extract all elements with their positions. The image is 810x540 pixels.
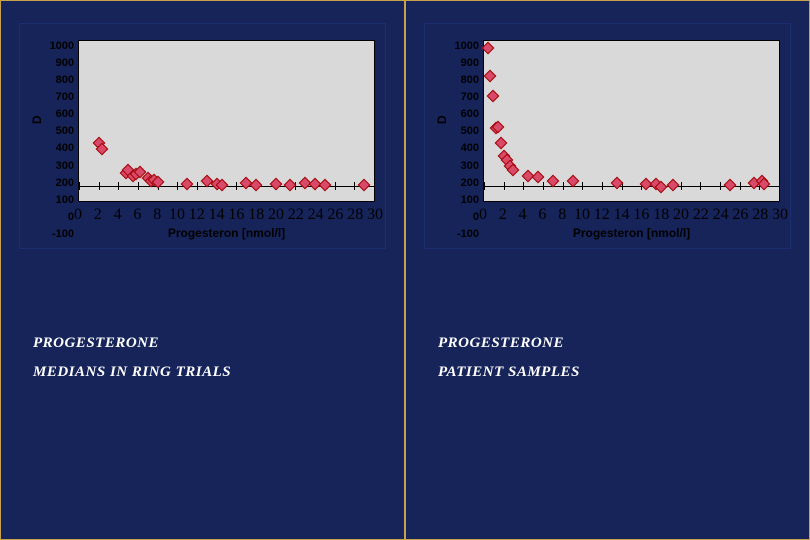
ytick-label: 300 bbox=[449, 160, 479, 172]
right-chart: D 10009008007006005004003002001000-100 0… bbox=[424, 23, 791, 249]
xtick-label: 22 bbox=[288, 206, 304, 224]
xtick-label: 8 bbox=[558, 206, 566, 224]
xtick-label: 2 bbox=[94, 206, 102, 224]
xtick-label: 14 bbox=[209, 206, 225, 224]
xtick-label: 2 bbox=[499, 206, 507, 224]
xtick-label: 6 bbox=[133, 206, 141, 224]
left-plot-area bbox=[78, 40, 375, 202]
left-yticks: 10009008007006005004003002001000-100 bbox=[44, 40, 78, 240]
ytick-label: 600 bbox=[449, 108, 479, 120]
xtick-label: 12 bbox=[189, 206, 205, 224]
ytick-label: -100 bbox=[44, 228, 74, 240]
left-xticks: 024681012141618202224262830 bbox=[78, 206, 375, 222]
ytick-label: 900 bbox=[449, 57, 479, 69]
xtick-label: 10 bbox=[574, 206, 590, 224]
caption-subtitle: MEDIANS IN RING TRIALS bbox=[33, 358, 386, 387]
right-panel: D 10009008007006005004003002001000-100 0… bbox=[405, 0, 810, 540]
xtick-label: 28 bbox=[752, 206, 768, 224]
ytick-label: 1000 bbox=[44, 40, 74, 52]
left-caption: PROGESTERONE MEDIANS IN RING TRIALS bbox=[19, 329, 386, 386]
right-yticks: 10009008007006005004003002001000-100 bbox=[449, 40, 483, 240]
data-point bbox=[494, 136, 507, 149]
xtick-label: 10 bbox=[169, 206, 185, 224]
xtick-label: 4 bbox=[519, 206, 527, 224]
right-xlabel: Progesteron [nmol/l] bbox=[483, 226, 780, 240]
xtick-label: 6 bbox=[538, 206, 546, 224]
ytick-label: 800 bbox=[449, 74, 479, 86]
right-caption: PROGESTERONE PATIENT SAMPLES bbox=[424, 329, 791, 386]
data-point bbox=[250, 179, 263, 192]
xtick-label: 16 bbox=[633, 206, 649, 224]
data-point bbox=[269, 178, 282, 191]
data-point bbox=[358, 178, 371, 191]
caption-subtitle: PATIENT SAMPLES bbox=[438, 358, 791, 387]
left-panel: D 10009008007006005004003002001000-100 0… bbox=[0, 0, 405, 540]
ytick-label: 200 bbox=[449, 177, 479, 189]
data-point bbox=[318, 179, 331, 192]
data-point bbox=[482, 42, 495, 55]
ytick-label: 1000 bbox=[449, 40, 479, 52]
xtick-label: 12 bbox=[594, 206, 610, 224]
data-point bbox=[532, 171, 545, 184]
ytick-label: 100 bbox=[44, 194, 74, 206]
xtick-label: 14 bbox=[614, 206, 630, 224]
ytick-label: 400 bbox=[44, 142, 74, 154]
xtick-label: 20 bbox=[673, 206, 689, 224]
left-xlabel: Progesteron [nmol/l] bbox=[78, 226, 375, 240]
caption-title: PROGESTERONE bbox=[33, 329, 386, 358]
ytick-label: 400 bbox=[449, 142, 479, 154]
data-point bbox=[723, 179, 736, 192]
xtick-label: 24 bbox=[713, 206, 729, 224]
data-point bbox=[181, 177, 194, 190]
xtick-label: 30 bbox=[367, 206, 383, 224]
ytick-label: 300 bbox=[44, 160, 74, 172]
caption-title: PROGESTERONE bbox=[438, 329, 791, 358]
right-ylabel: D bbox=[435, 40, 449, 240]
data-point bbox=[486, 90, 499, 103]
data-point bbox=[546, 174, 559, 187]
xtick-label: 16 bbox=[228, 206, 244, 224]
ytick-label: 700 bbox=[449, 91, 479, 103]
xtick-label: 26 bbox=[327, 206, 343, 224]
xtick-label: 30 bbox=[772, 206, 788, 224]
ytick-label: 800 bbox=[44, 74, 74, 86]
xtick-label: 24 bbox=[308, 206, 324, 224]
xtick-label: 4 bbox=[114, 206, 122, 224]
ytick-label: 200 bbox=[44, 177, 74, 189]
ytick-label: 700 bbox=[44, 91, 74, 103]
left-chart: D 10009008007006005004003002001000-100 0… bbox=[19, 23, 386, 249]
xtick-label: 28 bbox=[347, 206, 363, 224]
xtick-label: 18 bbox=[248, 206, 264, 224]
data-point bbox=[666, 178, 679, 191]
ytick-label: -100 bbox=[449, 228, 479, 240]
ytick-label: 500 bbox=[449, 125, 479, 137]
right-plot-area bbox=[483, 40, 780, 202]
ytick-label: 100 bbox=[449, 194, 479, 206]
xtick-label: 8 bbox=[153, 206, 161, 224]
xtick-label: 18 bbox=[653, 206, 669, 224]
data-point bbox=[484, 70, 497, 83]
ytick-label: 0 bbox=[449, 211, 479, 223]
xtick-label: 20 bbox=[268, 206, 284, 224]
ytick-label: 600 bbox=[44, 108, 74, 120]
xtick-label: 22 bbox=[693, 206, 709, 224]
left-ylabel: D bbox=[30, 40, 44, 240]
ytick-label: 500 bbox=[44, 125, 74, 137]
xtick-label: 0 bbox=[74, 206, 82, 224]
xtick-label: 0 bbox=[479, 206, 487, 224]
xtick-label: 26 bbox=[732, 206, 748, 224]
ytick-label: 0 bbox=[44, 211, 74, 223]
ytick-label: 900 bbox=[44, 57, 74, 69]
right-xticks: 024681012141618202224262830 bbox=[483, 206, 780, 222]
